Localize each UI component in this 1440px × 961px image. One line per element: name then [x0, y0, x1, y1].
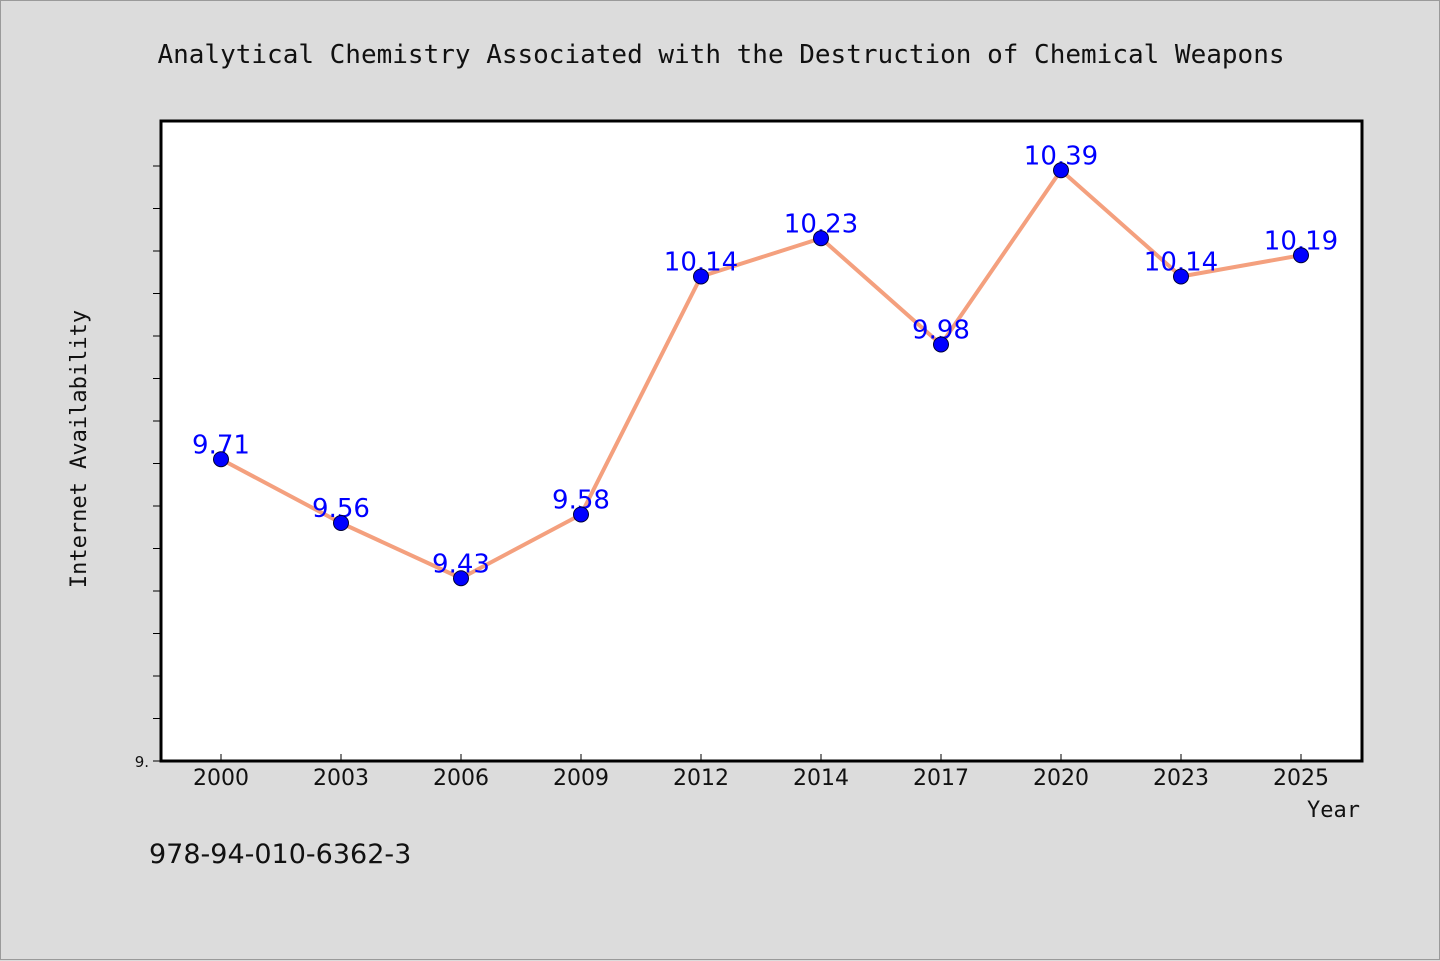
y-axis-label: Internet Availability — [67, 310, 92, 588]
data-point — [813, 230, 829, 247]
x-tick-label: 2023 — [1153, 766, 1209, 791]
plot-area — [161, 121, 1362, 761]
series-line — [220, 168, 1302, 581]
data-point — [933, 336, 949, 353]
x-axis-label: Year — [1307, 798, 1360, 823]
x-tick-label: 2025 — [1273, 766, 1329, 791]
data-point — [1293, 247, 1309, 264]
data-point — [1173, 268, 1189, 285]
data-point — [573, 506, 589, 523]
data-point — [213, 451, 229, 468]
x-tick-label: 2006 — [433, 766, 489, 791]
plot-border — [159, 119, 1364, 763]
x-tick-label: 2012 — [673, 766, 729, 791]
x-tick-label: 2017 — [913, 766, 969, 791]
x-axis-ticks: 2000 2003 2006 2009 2012 2014 2017 2020 2023 2025 — [193, 754, 1329, 791]
y-tick-label: 9. — [135, 753, 149, 771]
x-tick-label: 2003 — [313, 766, 369, 791]
data-point — [693, 268, 709, 285]
x-tick-label: 2014 — [793, 766, 849, 791]
chart-title: Analytical Chemistry Associated with the… — [157, 40, 1284, 70]
data-point — [1053, 162, 1069, 179]
data-point — [333, 515, 349, 531]
series-layer: 9.719.569.439.5810.1410.239.9810.3910.14… — [192, 141, 1338, 587]
x-tick-label: 2020 — [1033, 766, 1089, 791]
isbn-text: 978-94-010-6362-3 — [149, 839, 411, 870]
x-tick-label: 2009 — [553, 766, 609, 791]
x-tick-label: 2000 — [193, 766, 249, 791]
data-point — [453, 570, 469, 587]
y-axis-ticks: 9. — [135, 165, 161, 771]
